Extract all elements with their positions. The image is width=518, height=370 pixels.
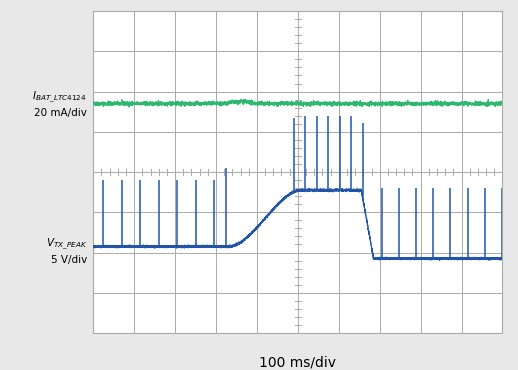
Text: $I_{BAT\_LTC4124}$
20 mA/div: $I_{BAT\_LTC4124}$ 20 mA/div [33, 90, 87, 118]
Text: 100 ms/div: 100 ms/div [260, 356, 336, 370]
Text: $V_{TX\_PEAK}$
5 V/div: $V_{TX\_PEAK}$ 5 V/div [46, 236, 87, 265]
